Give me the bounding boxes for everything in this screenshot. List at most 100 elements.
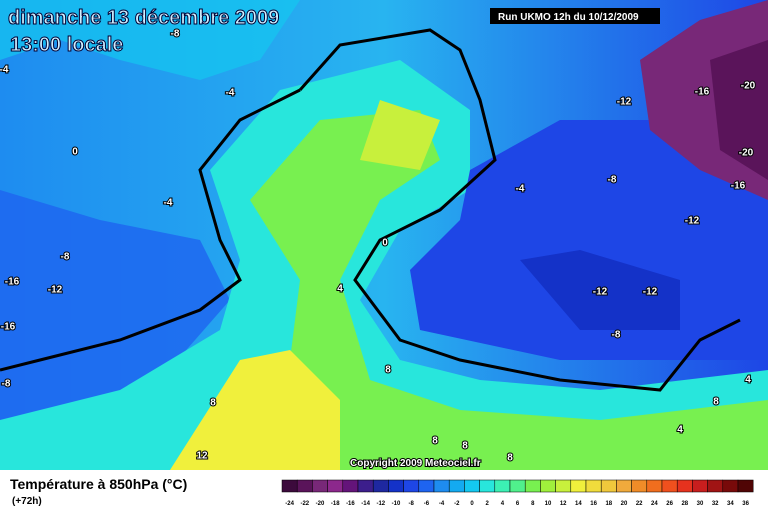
contour-label: -16 bbox=[5, 277, 20, 288]
scale-label: 22 bbox=[636, 501, 643, 507]
scale-label: 4 bbox=[501, 501, 505, 507]
scale-cell bbox=[616, 479, 632, 493]
contour-label: -8 bbox=[608, 175, 617, 186]
legend-title: Température à 850hPa (°C) bbox=[10, 476, 187, 492]
scale-label: -2 bbox=[454, 501, 460, 507]
contour-label: -8 bbox=[61, 252, 70, 263]
scale-cell bbox=[676, 479, 693, 493]
scale-cell bbox=[509, 479, 526, 493]
contour-label: 8 bbox=[432, 436, 438, 447]
scale-label: 8 bbox=[531, 501, 535, 507]
scale-label: 30 bbox=[697, 501, 704, 507]
scale-cell bbox=[418, 479, 435, 493]
scale-label: -6 bbox=[424, 501, 430, 507]
contour-label: -12 bbox=[48, 285, 63, 296]
scale-cell bbox=[524, 479, 541, 493]
contour-label: -4 bbox=[516, 184, 525, 195]
scale-cell bbox=[312, 479, 328, 493]
scale-cell bbox=[722, 479, 739, 493]
scale-label: 32 bbox=[712, 501, 719, 507]
scale-label: -4 bbox=[439, 501, 445, 507]
scale-label: 24 bbox=[651, 501, 658, 507]
contour-label: -16 bbox=[1, 322, 16, 333]
scale-label: 0 bbox=[470, 501, 474, 507]
scale-label: 36 bbox=[742, 501, 749, 507]
scale-cell bbox=[540, 479, 556, 493]
scale-cell bbox=[494, 479, 511, 493]
contour-label: -8 bbox=[171, 29, 180, 40]
contour-label: -4 bbox=[164, 198, 173, 209]
scale-label: -16 bbox=[346, 501, 355, 507]
contour-label: 4 bbox=[677, 425, 683, 436]
scale-label: -22 bbox=[300, 501, 309, 507]
scale-label: -14 bbox=[361, 501, 370, 507]
scale-label: -18 bbox=[331, 501, 340, 507]
scale-cell bbox=[479, 479, 496, 493]
contour-label: -12 bbox=[593, 287, 608, 298]
contour-label: -20 bbox=[741, 81, 756, 92]
region-cold bbox=[0, 0, 300, 80]
scale-cell bbox=[692, 479, 708, 493]
scale-label: 26 bbox=[666, 501, 673, 507]
contour-label: 4 bbox=[337, 284, 343, 295]
scale-cell bbox=[342, 479, 359, 493]
scale-cell bbox=[570, 479, 587, 493]
scale-label: 12 bbox=[560, 501, 567, 507]
scale-cell bbox=[296, 479, 313, 493]
contour-label: 8 bbox=[507, 453, 513, 464]
scale-cell bbox=[327, 479, 344, 493]
scale-cell bbox=[737, 479, 754, 493]
scale-label: 16 bbox=[590, 501, 597, 507]
scale-cell bbox=[464, 479, 480, 493]
contour-label: -12 bbox=[685, 216, 700, 227]
contour-label: -8 bbox=[2, 379, 11, 390]
copyright: Copyright 2009 Meteociel.fr bbox=[350, 458, 481, 469]
scale-cell bbox=[357, 479, 374, 493]
scale-cell bbox=[448, 479, 465, 493]
scale-cell bbox=[372, 479, 389, 493]
scale-label: 28 bbox=[681, 501, 688, 507]
zero-isotherm bbox=[0, 88, 301, 372]
scale-label: 14 bbox=[575, 501, 582, 507]
scale-label: 34 bbox=[727, 501, 734, 507]
scale-cell bbox=[281, 479, 298, 493]
zero-isotherm bbox=[298, 28, 741, 392]
scale-label: -10 bbox=[392, 501, 401, 507]
contour-label: -16 bbox=[731, 181, 746, 192]
run-box bbox=[490, 8, 660, 24]
contour-label: -12 bbox=[617, 97, 632, 108]
scale-cell bbox=[600, 479, 617, 493]
contour-label: 0 bbox=[72, 147, 78, 158]
region-warm bbox=[360, 100, 440, 170]
run-info: Run UKMO 12h du 10/12/2009 bbox=[498, 12, 639, 23]
scale-label: -12 bbox=[376, 501, 385, 507]
scale-cell bbox=[631, 479, 648, 493]
region-mild bbox=[0, 60, 768, 470]
scale-label: 20 bbox=[621, 501, 628, 507]
scale-cell bbox=[388, 479, 404, 493]
scale-cell bbox=[403, 479, 420, 493]
scale-label: 18 bbox=[605, 501, 612, 507]
region-warm bbox=[200, 110, 768, 470]
contour-label: -8 bbox=[612, 330, 621, 341]
contour-label: 8 bbox=[713, 397, 719, 408]
scale-cell bbox=[707, 479, 724, 493]
scale-label: -24 bbox=[285, 501, 294, 507]
contour-label: 8 bbox=[462, 441, 468, 452]
scale-label: -8 bbox=[409, 501, 415, 507]
scale-cell bbox=[661, 479, 678, 493]
map-subtitle: 13:00 locale bbox=[10, 34, 123, 56]
scale-label: -20 bbox=[316, 501, 325, 507]
scale-cell bbox=[433, 479, 450, 493]
scale-label: 10 bbox=[545, 501, 552, 507]
contour-label: -12 bbox=[643, 287, 658, 298]
contour-label: 0 bbox=[382, 238, 388, 249]
legend-lead: (+72h) bbox=[12, 496, 42, 507]
scale-cell bbox=[585, 479, 602, 493]
scale-label: 6 bbox=[516, 501, 520, 507]
contour-label: -16 bbox=[695, 87, 710, 98]
contour-label: 8 bbox=[385, 365, 391, 376]
contour-label: 12 bbox=[196, 451, 208, 462]
